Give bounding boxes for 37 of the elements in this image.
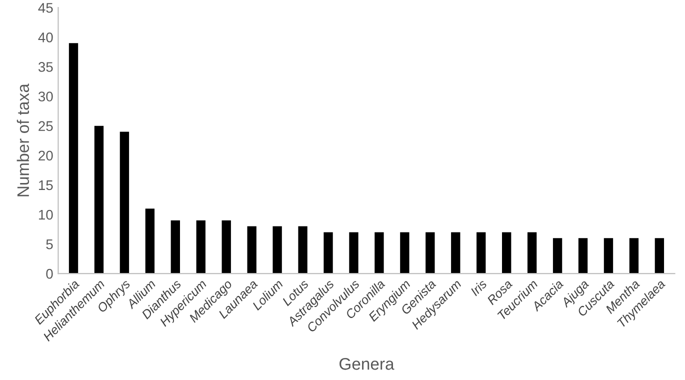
y-tick-label: 25 <box>38 121 53 131</box>
x-axis-title: Genera <box>340 358 394 370</box>
bar <box>120 132 130 274</box>
bar <box>426 232 435 274</box>
bar <box>527 232 537 274</box>
bar <box>298 226 308 274</box>
x-tick-label: Iris <box>470 278 488 296</box>
bar <box>272 226 282 274</box>
bar <box>68 43 78 274</box>
y-tick-label: 10 <box>38 210 53 220</box>
bar <box>400 232 410 274</box>
bar <box>552 238 562 274</box>
bar <box>222 220 231 274</box>
y-tick-label: 35 <box>38 62 53 72</box>
bar <box>374 232 384 274</box>
bar <box>196 220 206 274</box>
bar <box>170 220 180 274</box>
y-tick-label: 5 <box>46 240 53 250</box>
bar <box>324 232 333 274</box>
y-axis-title: Number of taxa <box>16 84 30 196</box>
bar <box>451 232 460 274</box>
y-tick-label: 40 <box>38 32 53 42</box>
bar <box>349 232 358 274</box>
bar <box>145 208 155 274</box>
bar <box>629 238 639 274</box>
bar <box>502 232 512 274</box>
bar <box>654 238 664 274</box>
bar <box>94 126 104 274</box>
y-tick-label: 30 <box>38 92 53 102</box>
y-tick-label: 0 <box>46 268 53 279</box>
y-tick-label: 45 <box>38 3 53 13</box>
bar <box>604 238 614 274</box>
bar <box>578 238 588 274</box>
y-tick-label: 15 <box>38 180 53 190</box>
bar <box>247 226 256 274</box>
y-tick-label: 20 <box>38 150 53 161</box>
bar <box>476 232 486 274</box>
